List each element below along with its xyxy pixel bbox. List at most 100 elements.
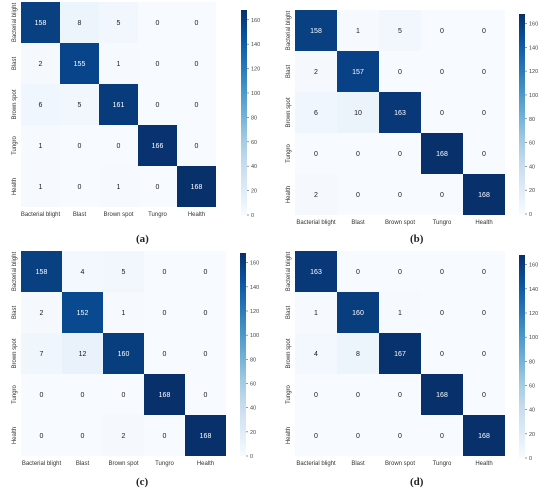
cell-2-0 xyxy=(295,92,337,133)
cell-2-1 xyxy=(62,333,103,374)
cell-3-1 xyxy=(337,374,379,415)
cell-value-1-2: 1 xyxy=(398,310,402,317)
y-tick-label: Blast xyxy=(286,306,292,320)
cell-value-0-4: 0 xyxy=(195,20,199,27)
cell-0-4 xyxy=(463,10,505,51)
cell-1-2 xyxy=(379,51,421,92)
colorbar-tick-label: 80 xyxy=(250,357,256,363)
cell-4-3 xyxy=(421,174,463,215)
cell-3-2 xyxy=(379,374,421,415)
cell-value-1-3: 0 xyxy=(440,310,444,317)
colorbar xyxy=(519,255,525,458)
cell-2-0 xyxy=(21,84,60,125)
cell-value-4-2: 0 xyxy=(398,433,402,440)
cell-value-3-3: 168 xyxy=(436,151,448,158)
cell-4-2 xyxy=(99,166,138,207)
y-tick-label: Bacterial blight xyxy=(12,2,18,42)
colorbar-tick-label: 0 xyxy=(251,213,254,219)
cell-value-3-2: 0 xyxy=(398,151,402,158)
cell-2-4 xyxy=(463,92,505,133)
cell-1-4 xyxy=(177,43,216,84)
cell-1-3 xyxy=(138,43,177,84)
cell-value-0-4: 0 xyxy=(204,269,208,276)
cell-value-4-0: 1 xyxy=(39,184,43,191)
cell-2-3 xyxy=(144,333,185,374)
colorbar-tick-label: 100 xyxy=(529,93,538,99)
cell-1-1 xyxy=(337,292,379,333)
cell-value-4-0: 0 xyxy=(314,433,318,440)
x-tick-label: Brown spot xyxy=(103,212,133,218)
cell-2-0 xyxy=(21,333,62,374)
cell-0-0 xyxy=(21,251,62,292)
cell-value-4-1: 0 xyxy=(356,433,360,440)
cell-2-1 xyxy=(337,333,379,374)
x-tick-label: Brown spot xyxy=(385,461,415,467)
cell-1-0 xyxy=(295,51,337,92)
cell-value-3-2: 0 xyxy=(122,392,126,399)
cell-value-4-4: 168 xyxy=(200,433,212,440)
colorbar-tick-label: 20 xyxy=(529,188,535,194)
cell-value-2-2: 167 xyxy=(394,351,406,358)
cell-0-4 xyxy=(463,251,505,292)
cell-value-3-4: 0 xyxy=(204,392,208,399)
cell-value-2-3: 0 xyxy=(163,351,167,358)
cell-value-4-4: 168 xyxy=(478,433,490,440)
colorbar-tick-label: 20 xyxy=(250,430,256,436)
cell-value-3-0: 1 xyxy=(39,143,43,150)
caption-d: (d) xyxy=(410,476,424,488)
cell-value-2-4: 0 xyxy=(482,351,486,358)
cell-value-4-3: 0 xyxy=(163,433,167,440)
x-tick-label: Blast xyxy=(73,212,87,218)
cell-0-3 xyxy=(421,251,463,292)
caption-c: (c) xyxy=(136,476,149,488)
cell-2-4 xyxy=(463,333,505,374)
cell-1-4 xyxy=(463,292,505,333)
cell-1-3 xyxy=(421,292,463,333)
cell-value-0-3: 0 xyxy=(156,20,160,27)
cell-value-1-2: 1 xyxy=(117,61,121,68)
cell-value-2-1: 10 xyxy=(354,110,362,117)
cell-value-0-0: 158 xyxy=(310,28,322,35)
cell-value-0-0: 163 xyxy=(310,269,322,276)
cell-3-2 xyxy=(103,374,144,415)
cell-value-3-0: 0 xyxy=(314,392,318,399)
colorbar xyxy=(240,253,246,456)
cell-value-1-0: 2 xyxy=(39,61,43,68)
cell-value-3-2: 0 xyxy=(398,392,402,399)
x-tick-label: Bacterial blight xyxy=(296,461,336,467)
cell-value-2-1: 12 xyxy=(79,351,87,358)
x-tick-label: Tungro xyxy=(148,212,167,218)
cell-value-1-4: 0 xyxy=(195,61,199,68)
colorbar-tick-label: 120 xyxy=(529,311,538,317)
cell-0-0 xyxy=(295,251,337,292)
cell-4-1 xyxy=(337,415,379,456)
heatmap-d: 163 0 0 0 01 160 1 0 04 8 167 0 00 0 0 168 00 0 0 0 168Bacte… xyxy=(286,251,538,467)
cell-value-0-2: 5 xyxy=(122,269,126,276)
cell-value-0-3: 0 xyxy=(440,28,444,35)
x-tick-label: Blast xyxy=(351,220,365,226)
cell-1-2 xyxy=(103,292,144,333)
y-tick-label: Bacterial blight xyxy=(12,251,18,291)
y-tick-label: Brown spot xyxy=(286,338,292,368)
cell-1-2 xyxy=(379,292,421,333)
cell-value-0-1: 1 xyxy=(356,28,360,35)
cell-value-1-1: 152 xyxy=(77,310,89,317)
cell-value-4-2: 2 xyxy=(122,433,126,440)
x-tick-label: Health xyxy=(197,461,214,467)
x-tick-label: Blast xyxy=(76,461,90,467)
cell-value-4-3: 0 xyxy=(440,433,444,440)
cell-3-1 xyxy=(337,133,379,174)
cell-value-0-4: 0 xyxy=(482,28,486,35)
cell-value-2-2: 163 xyxy=(394,110,406,117)
cell-value-3-1: 0 xyxy=(356,392,360,399)
cell-value-1-4: 0 xyxy=(204,310,208,317)
cell-1-3 xyxy=(421,51,463,92)
cell-value-1-0: 2 xyxy=(40,310,44,317)
x-tick-label: Blast xyxy=(351,461,365,467)
cell-value-4-4: 168 xyxy=(478,192,490,199)
cell-value-4-0: 0 xyxy=(40,433,44,440)
cell-value-1-3: 0 xyxy=(163,310,167,317)
x-tick-label: Bacterial blight xyxy=(21,212,61,218)
colorbar-tick-label: 120 xyxy=(529,69,538,75)
